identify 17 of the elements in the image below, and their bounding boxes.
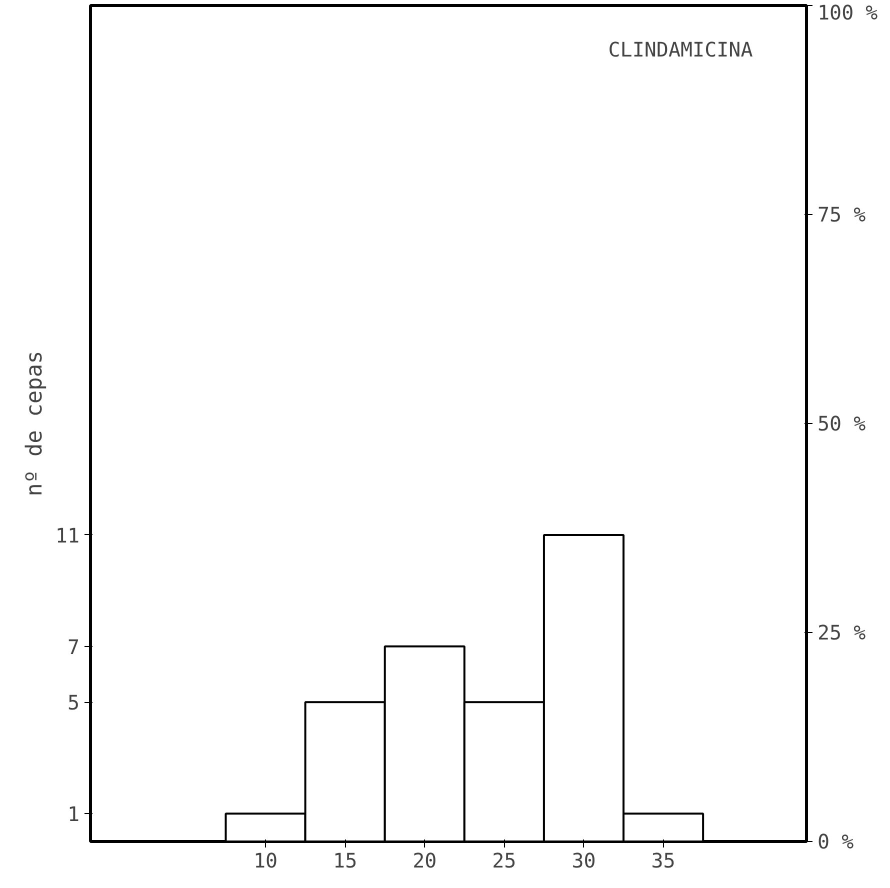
y-axis-title: nº de cepas (22, 350, 48, 496)
y2-tick-label: 100 % (818, 0, 878, 24)
y-tick-label: 5 (67, 690, 80, 715)
x-tick-label: 35 (651, 848, 676, 872)
y-tick-label: 7 (67, 634, 80, 659)
x-tick-label: 10 (253, 848, 278, 872)
y2-tick-label: 50 % (818, 412, 866, 436)
x-tick-label: 25 (492, 848, 516, 872)
y2-tick-label: 0 % (818, 830, 854, 854)
x-tick-label: 15 (333, 848, 358, 872)
y2-tick-label: 25 % (818, 620, 866, 644)
x-tick-label: 30 (572, 848, 596, 872)
x-tick-label: 20 (412, 848, 437, 872)
y-tick-label: 1 (67, 802, 80, 826)
y2-tick-label: 75 % (818, 202, 866, 226)
annotation: CLINDAMICINA (608, 38, 753, 62)
y-tick-label: 11 (55, 523, 80, 548)
